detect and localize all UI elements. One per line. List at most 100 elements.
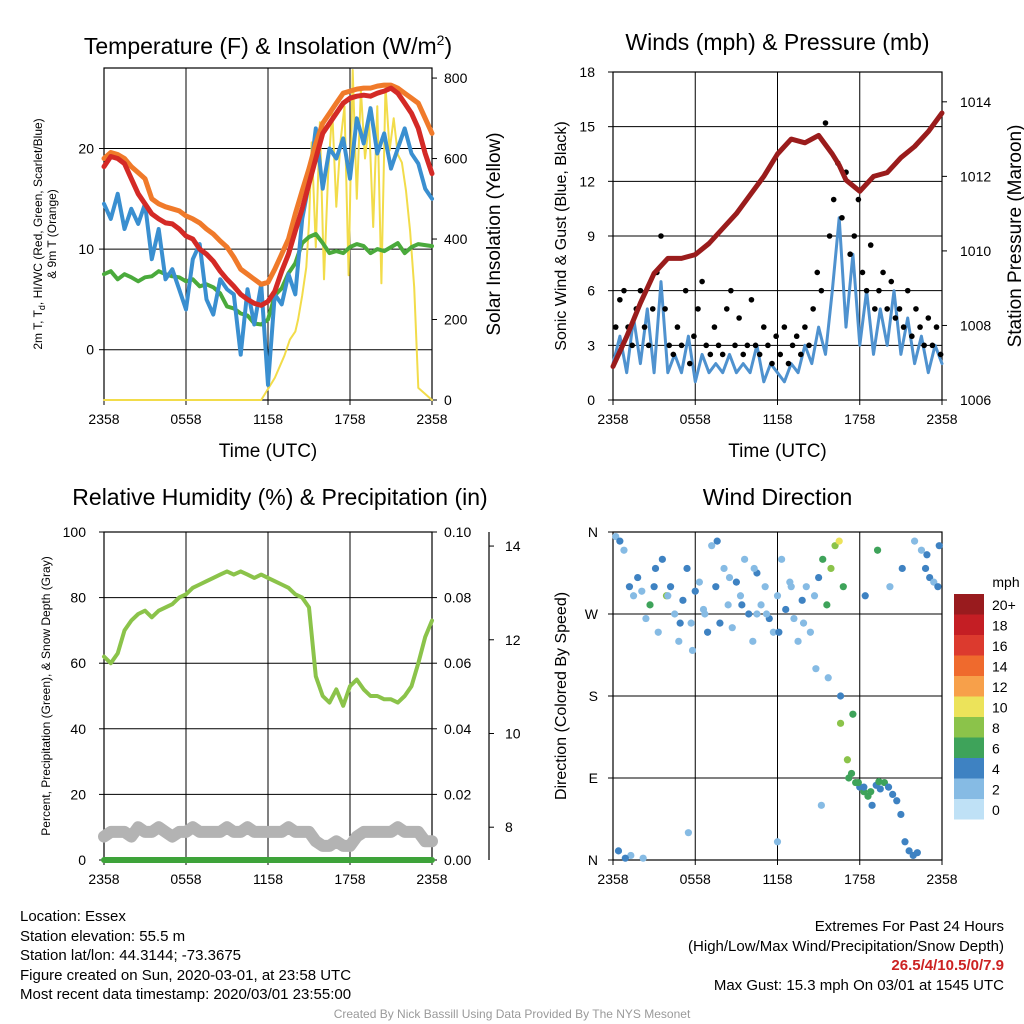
gust-point xyxy=(670,351,677,358)
gust-point xyxy=(699,278,705,285)
wind-direction-point xyxy=(639,854,647,862)
gust-point xyxy=(781,324,788,330)
gust-point xyxy=(863,287,870,294)
gust-point xyxy=(744,342,751,349)
gust-point xyxy=(765,342,771,349)
gust-point xyxy=(933,324,940,330)
snow-depth-tick-label: 14 xyxy=(505,538,521,554)
gust-point xyxy=(748,296,755,303)
x-tick-label-3: 1158 xyxy=(253,871,283,887)
gust-point xyxy=(872,306,878,312)
snow-depth-line xyxy=(98,821,438,852)
wind-direction-point xyxy=(720,564,728,573)
legend-swatch xyxy=(954,717,984,738)
y-axis-label-4: Direction (Colored By Speed) xyxy=(553,592,570,800)
gust-point xyxy=(777,351,784,358)
wind-direction-point xyxy=(679,596,687,604)
wind-direction-point xyxy=(614,847,623,855)
gust-point xyxy=(715,342,722,349)
gust-point xyxy=(637,287,644,294)
wind-direction-point xyxy=(741,555,749,563)
y-right-tick-label-2: 1014 xyxy=(960,94,991,110)
wind-direction-point xyxy=(884,783,893,791)
wind-direction-point xyxy=(687,619,695,627)
gust-point xyxy=(921,342,927,349)
wind-direction-point xyxy=(778,555,786,563)
wind-direction-point xyxy=(627,851,635,860)
gust-point xyxy=(880,269,886,276)
gust-point xyxy=(732,342,738,349)
gust-point xyxy=(798,351,804,358)
wind-direction-point xyxy=(621,854,629,862)
chart-title-2: Winds (mph) & Pressure (mb) xyxy=(625,29,929,55)
gust-point xyxy=(847,251,853,258)
x-tick-label-4: 1758 xyxy=(844,871,875,887)
gust-point xyxy=(802,324,808,330)
wind-direction-point xyxy=(738,601,746,609)
wind-direction-point xyxy=(812,665,820,673)
wind-direction-point xyxy=(873,546,882,554)
wind-direction-point xyxy=(750,564,758,573)
gust-point xyxy=(612,324,619,330)
gust-point xyxy=(867,242,874,248)
gust-point xyxy=(876,287,882,294)
wind-direction-point xyxy=(634,573,642,582)
wind-direction-point xyxy=(757,601,765,609)
gust-point xyxy=(839,214,845,221)
wind-direction-point xyxy=(716,619,724,627)
y-right-tick-label-1: 800 xyxy=(444,70,468,86)
snow-depth-tick-label: 12 xyxy=(505,632,521,648)
temperature-series-line xyxy=(102,232,434,327)
extremes-values: 26.5/4/10.5/0/7.9 xyxy=(891,957,1004,974)
y-right-axis-label-2: Station Pressure (Maroon) xyxy=(1005,125,1024,348)
wind-direction-point xyxy=(913,849,921,857)
wind-direction-point xyxy=(688,646,697,655)
extremes-subtitle: (High/Low/Max Wind/Precipitation/Snow De… xyxy=(688,937,1004,955)
x-tick-label-2: 2358 xyxy=(926,411,957,427)
wind-direction-point xyxy=(860,783,868,791)
wind-direction-point xyxy=(650,583,658,591)
x-tick-label-1: 0558 xyxy=(170,411,201,427)
y-tick-label-2: 0 xyxy=(587,392,595,408)
wind-direction-point xyxy=(683,564,691,573)
wind-direction-point xyxy=(868,801,876,809)
gust-point xyxy=(645,342,652,349)
wind-direction-point xyxy=(799,619,808,627)
gust-point xyxy=(892,315,899,321)
wind-direction-point xyxy=(708,542,716,550)
x-axis-label-1: Time (UTC) xyxy=(219,441,318,462)
temperature-series-line xyxy=(101,82,435,287)
legend-label: 10 xyxy=(992,700,1008,716)
figure-created: Figure created on Sun, 2020-03-01, at 23… xyxy=(20,966,352,984)
legend-label: 20+ xyxy=(992,597,1016,613)
y-right-tick-label-2: 1010 xyxy=(960,243,991,259)
x-tick-label-3: 2358 xyxy=(88,871,119,887)
wind-direction-point xyxy=(893,797,901,805)
wind-direction-point xyxy=(724,601,732,609)
legend-swatch xyxy=(954,778,984,799)
wind-direction-point xyxy=(835,537,843,545)
max-gust: Max Gust: 15.3 mph On 03/01 at 1545 UTC xyxy=(713,976,1004,994)
wind-direction-point xyxy=(769,628,777,636)
wind-direction-point xyxy=(684,829,692,837)
latest-timestamp: Most recent data timestamp: 2020/03/01 2… xyxy=(20,986,352,1003)
x-tick-label-1: 2358 xyxy=(416,411,447,427)
legend-swatch xyxy=(954,614,984,635)
y-axis-label-1: 2m T, Td, HI/WC (Red, Green, Scarlet/Blu… xyxy=(31,118,47,349)
gust-point xyxy=(789,342,796,349)
y-axis-label-2: Sonic Wind & Gust (Blue, Black) xyxy=(553,121,570,350)
gust-point xyxy=(793,333,800,340)
y-right-tick-label-3: 0.04 xyxy=(444,721,471,737)
y-axis-label-3: Percent, Precipitation (Green), & Snow D… xyxy=(39,556,53,835)
gust-point xyxy=(662,306,668,312)
station-latlon: Station lat/lon: 44.3144; -73.3675 xyxy=(20,947,242,964)
y-tick-label-4: N xyxy=(588,852,598,868)
pressure-line xyxy=(610,110,945,369)
y-tick-label-2: 9 xyxy=(587,228,595,244)
legend-label: 6 xyxy=(992,741,1000,757)
legend-label: 16 xyxy=(992,638,1008,654)
wind-direction-point xyxy=(749,637,757,645)
snow-depth-tick-label: 8 xyxy=(505,819,513,835)
wind-direction-point xyxy=(875,778,883,786)
wind-direction-point xyxy=(703,628,712,636)
